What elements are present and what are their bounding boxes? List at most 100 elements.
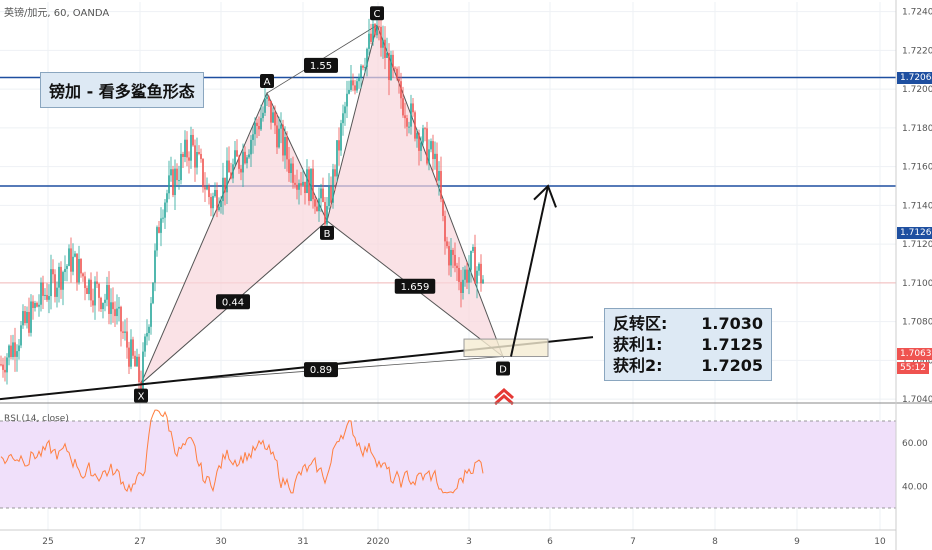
price-tick-label: 1.72200 xyxy=(902,46,932,56)
candle-body xyxy=(14,342,16,357)
candle-body xyxy=(290,163,292,174)
candle-body xyxy=(136,356,138,367)
candle-body xyxy=(0,364,2,366)
candle-body xyxy=(126,331,128,348)
candle-body xyxy=(206,185,208,190)
candle-body xyxy=(304,181,306,193)
candle-body xyxy=(284,137,286,156)
candle-body xyxy=(44,294,46,296)
candle-body xyxy=(268,96,270,101)
candle-body xyxy=(472,246,474,252)
candle-body xyxy=(278,128,280,148)
price-tag: 55:12 xyxy=(897,362,929,375)
candle-body xyxy=(232,164,234,179)
candle-body xyxy=(364,66,366,68)
projection-arrowhead xyxy=(533,184,557,208)
time-tick-label: 27 xyxy=(134,537,145,547)
candle-body xyxy=(272,112,274,123)
candle-body xyxy=(134,355,136,367)
candle-body xyxy=(446,241,448,247)
candle-body xyxy=(146,333,148,337)
candle-body xyxy=(56,287,58,297)
pattern-point-marker xyxy=(320,225,334,240)
reversal-zone-line: 反转区: 1.7030 xyxy=(613,313,763,334)
candle-body xyxy=(330,186,332,203)
price-tick-label: 1.70600 xyxy=(902,356,932,366)
candle-body xyxy=(98,283,100,298)
candle-body xyxy=(72,256,74,272)
candle-body xyxy=(222,177,224,202)
pattern-point-label: C xyxy=(374,9,381,20)
candle-body xyxy=(116,308,118,317)
candle-body xyxy=(92,300,94,306)
candle-body xyxy=(412,103,414,113)
candle-body xyxy=(368,33,370,49)
pattern-point-marker xyxy=(496,361,510,376)
candle-body xyxy=(464,269,466,280)
time-tick-label: 9 xyxy=(794,537,800,547)
candle-body xyxy=(82,273,84,277)
time-tick-label: 6 xyxy=(547,537,553,547)
candle-body xyxy=(132,339,134,356)
pattern-point-marker xyxy=(134,388,148,403)
candle-body xyxy=(400,81,402,99)
candle-body xyxy=(380,26,382,48)
rsi-panel xyxy=(0,402,932,509)
candle-body xyxy=(408,126,410,128)
candle-body xyxy=(68,248,70,266)
candle-body xyxy=(286,137,288,160)
candle-body xyxy=(108,285,110,314)
info-label: 反转区: xyxy=(613,314,668,333)
candle-body xyxy=(242,151,244,173)
price-tick-label: 1.71000 xyxy=(902,279,932,289)
pattern-point-label: A xyxy=(264,77,271,88)
pattern-point-marker xyxy=(370,6,384,21)
candle-body xyxy=(296,184,298,190)
candle-body xyxy=(298,183,300,190)
candle-body xyxy=(456,265,458,268)
candle-body xyxy=(238,156,240,169)
candle-body xyxy=(228,160,230,173)
candle-body xyxy=(430,141,432,150)
candle-body xyxy=(438,171,440,181)
candle-body xyxy=(352,80,354,86)
info-value: 1.7125 xyxy=(701,335,763,354)
candle-body xyxy=(152,282,154,304)
price-tick-label: 1.72400 xyxy=(902,8,932,18)
candle-body xyxy=(102,302,104,310)
candle-body xyxy=(192,134,194,146)
candle-body xyxy=(454,254,456,266)
candle-body xyxy=(378,26,380,28)
candle-body xyxy=(444,215,446,242)
info-value: 1.7205 xyxy=(701,356,763,375)
candle-body xyxy=(112,302,114,310)
candle-body xyxy=(254,122,256,135)
candle-body xyxy=(276,125,278,148)
candle-body xyxy=(356,81,358,91)
candle-body xyxy=(62,272,64,290)
candle-body xyxy=(150,303,152,327)
candle-body xyxy=(350,80,352,90)
candle-body xyxy=(6,357,8,373)
candle-body xyxy=(338,140,340,151)
candle-body xyxy=(78,258,80,283)
candle-body xyxy=(32,301,34,308)
candle-body xyxy=(158,227,160,233)
candle-body xyxy=(346,93,348,107)
candle-body xyxy=(48,296,50,300)
candle-body xyxy=(370,33,372,42)
candle-body xyxy=(218,206,220,211)
candle-body xyxy=(160,218,162,233)
candle-body xyxy=(314,199,316,207)
candle-body xyxy=(392,54,394,68)
candle-body xyxy=(264,98,266,113)
candle-body xyxy=(188,157,190,161)
time-tick-label: 31 xyxy=(297,537,308,547)
candle-body xyxy=(128,347,130,367)
candle-body xyxy=(466,269,468,283)
candle-body xyxy=(2,364,4,370)
candle-body xyxy=(440,171,442,200)
candle-body xyxy=(460,281,462,293)
